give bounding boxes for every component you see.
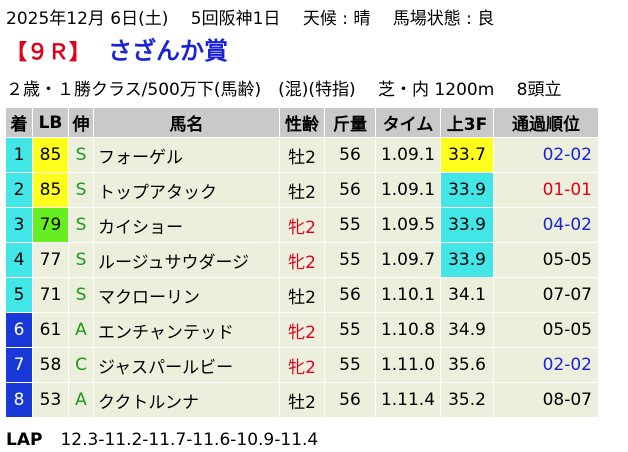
table-row: 1 85 S フォーゲル 牡2 56 1.09.1 33.7 02-02 (6, 138, 599, 172)
passing-order: 01-01 (494, 173, 599, 207)
passing-order: 07-07 (494, 278, 599, 312)
finish-position: 5 (6, 278, 33, 312)
stretch-rank: A (69, 383, 94, 417)
passing-order: 04-02 (494, 208, 599, 242)
race-time: 1.10.1 (376, 278, 441, 312)
lap-label: LAP (6, 430, 43, 450)
passing-order: 02-02 (494, 138, 599, 172)
lb-rating: 85 (33, 138, 69, 172)
sex-age: 牡2 (280, 138, 325, 172)
header-time: タイム (376, 108, 441, 137)
last-3f: 35.6 (441, 348, 494, 382)
finish-position: 8 (6, 383, 33, 417)
sex-age: 牡2 (280, 173, 325, 207)
race-name: さざんか賞 (108, 37, 228, 65)
last-3f: 34.9 (441, 313, 494, 347)
stretch-rank: S (69, 208, 94, 242)
stretch-rank: S (69, 173, 94, 207)
stretch-rank: S (69, 278, 94, 312)
header-last-3f: 上3F (441, 108, 494, 137)
table-row: 8 53 A ククトルンナ 牡2 56 1.11.4 35.2 08-07 (6, 383, 599, 417)
passing-order: 02-02 (494, 348, 599, 382)
carried-weight: 56 (325, 383, 376, 417)
header-passing-order: 通過順位 (494, 108, 599, 137)
table-row: 2 85 S トップアタック 牡2 56 1.09.1 33.9 01-01 (6, 173, 599, 207)
finish-position: 2 (6, 173, 33, 207)
header-stretch: 伸 (69, 108, 94, 137)
race-info-line: 2025年12月 6日(土) 5回阪神1日 天候 : 晴 馬場状態 : 良 (6, 9, 495, 29)
lb-rating: 85 (33, 173, 69, 207)
lb-rating: 79 (33, 208, 69, 242)
last-3f: 33.7 (441, 138, 494, 172)
carried-weight: 56 (325, 173, 376, 207)
finish-position: 3 (6, 208, 33, 242)
table-row: 7 58 C ジャスパールビー 牝2 55 1.11.0 35.6 02-02 (6, 348, 599, 382)
header-weight: 斤量 (325, 108, 376, 137)
carried-weight: 55 (325, 313, 376, 347)
sex-age: 牝2 (280, 348, 325, 382)
lap-times: LAP 12.3-11.2-11.7-11.6-10.9-11.4 (6, 430, 318, 450)
horse-name: ジャスパールビー (94, 348, 280, 382)
race-time: 1.11.0 (376, 348, 441, 382)
race-time: 1.11.4 (376, 383, 441, 417)
finish-position: 7 (6, 348, 33, 382)
last-3f: 33.9 (441, 243, 494, 277)
finish-position: 4 (6, 243, 33, 277)
horse-name: カイショー (94, 208, 280, 242)
stretch-rank: S (69, 138, 94, 172)
sex-age: 牝2 (280, 208, 325, 242)
last-3f: 33.9 (441, 208, 494, 242)
race-number: 【９Ｒ】 (6, 40, 90, 64)
race-time: 1.09.1 (376, 173, 441, 207)
header-lb: LB (33, 108, 69, 137)
horse-name: ククトルンナ (94, 383, 280, 417)
horse-name: フォーゲル (94, 138, 280, 172)
last-3f: 34.1 (441, 278, 494, 312)
table-header-row: 着 LB 伸 馬名 性齢 斤量 タイム 上3F 通過順位 (6, 108, 599, 137)
result-table: 着 LB 伸 馬名 性齢 斤量 タイム 上3F 通過順位 1 85 S フォーゲ… (6, 107, 599, 418)
table-row: 3 79 S カイショー 牝2 55 1.09.5 33.9 04-02 (6, 208, 599, 242)
lb-rating: 58 (33, 348, 69, 382)
passing-order: 05-05 (494, 243, 599, 277)
lb-rating: 53 (33, 383, 69, 417)
sex-age: 牝2 (280, 313, 325, 347)
finish-position: 6 (6, 313, 33, 347)
lb-rating: 71 (33, 278, 69, 312)
table-row: 6 61 A エンチャンテッド 牝2 55 1.10.8 34.9 05-05 (6, 313, 599, 347)
finish-position: 1 (6, 138, 33, 172)
race-title: 【９Ｒ】 さざんか賞 (6, 31, 228, 66)
stretch-rank: A (69, 313, 94, 347)
header-horse-name: 馬名 (94, 108, 280, 137)
passing-order: 05-05 (494, 313, 599, 347)
race-time: 1.10.8 (376, 313, 441, 347)
stretch-rank: C (69, 348, 94, 382)
header-finish: 着 (6, 108, 33, 137)
race-time: 1.09.1 (376, 138, 441, 172)
carried-weight: 55 (325, 243, 376, 277)
table-row: 5 71 S マクローリン 牡2 56 1.10.1 34.1 07-07 (6, 278, 599, 312)
stretch-rank: S (69, 243, 94, 277)
race-time: 1.09.7 (376, 243, 441, 277)
sex-age: 牝2 (280, 243, 325, 277)
horse-name: エンチャンテッド (94, 313, 280, 347)
race-time: 1.09.5 (376, 208, 441, 242)
horse-name: トップアタック (94, 173, 280, 207)
carried-weight: 56 (325, 138, 376, 172)
lap-values: 12.3-11.2-11.7-11.6-10.9-11.4 (60, 430, 319, 450)
table-row: 4 77 S ルージュサウダージ 牝2 55 1.09.7 33.9 05-05 (6, 243, 599, 277)
passing-order: 08-07 (494, 383, 599, 417)
carried-weight: 55 (325, 348, 376, 382)
horse-name: ルージュサウダージ (94, 243, 280, 277)
lb-rating: 61 (33, 313, 69, 347)
horse-name: マクローリン (94, 278, 280, 312)
sex-age: 牡2 (280, 383, 325, 417)
sex-age: 牡2 (280, 278, 325, 312)
last-3f: 35.2 (441, 383, 494, 417)
carried-weight: 55 (325, 208, 376, 242)
lb-rating: 77 (33, 243, 69, 277)
last-3f: 33.9 (441, 173, 494, 207)
carried-weight: 56 (325, 278, 376, 312)
race-conditions: ２歳・１勝クラス/500万下(馬齢) (混)(特指) 芝・内 1200m 8頭立 (6, 80, 562, 100)
header-sex-age: 性齢 (280, 108, 325, 137)
